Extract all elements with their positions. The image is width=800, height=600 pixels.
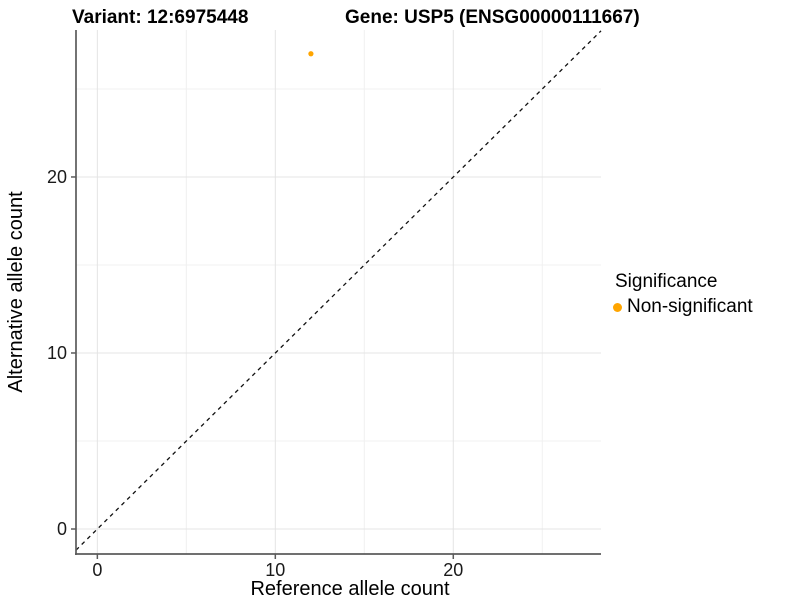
x-tick-label: 20: [443, 560, 463, 580]
plot-layer: 0 10 20 0 10 20: [47, 30, 602, 580]
y-tick-label: 0: [57, 519, 67, 539]
y-axis-title: Alternative allele count: [5, 191, 27, 393]
y-tick-label: 10: [47, 343, 67, 363]
legend: Significance Non-significant: [613, 271, 753, 318]
variant-title: Variant: 12:6975448: [72, 7, 249, 28]
x-tick-label: 0: [92, 560, 102, 580]
x-axis-title: Reference allele count: [250, 578, 449, 600]
data-point: [308, 51, 314, 57]
gene-title: Gene: USP5 (ENSG00000111667): [345, 7, 640, 28]
identity-line: [75, 30, 602, 551]
x-tick-label: 10: [265, 560, 285, 580]
legend-title: Significance: [615, 271, 718, 292]
legend-item-label: Non-significant: [627, 296, 753, 317]
legend-point-icon: [613, 302, 622, 312]
y-tick-label: 20: [47, 167, 67, 187]
legend-item: Non-significant: [613, 296, 753, 318]
